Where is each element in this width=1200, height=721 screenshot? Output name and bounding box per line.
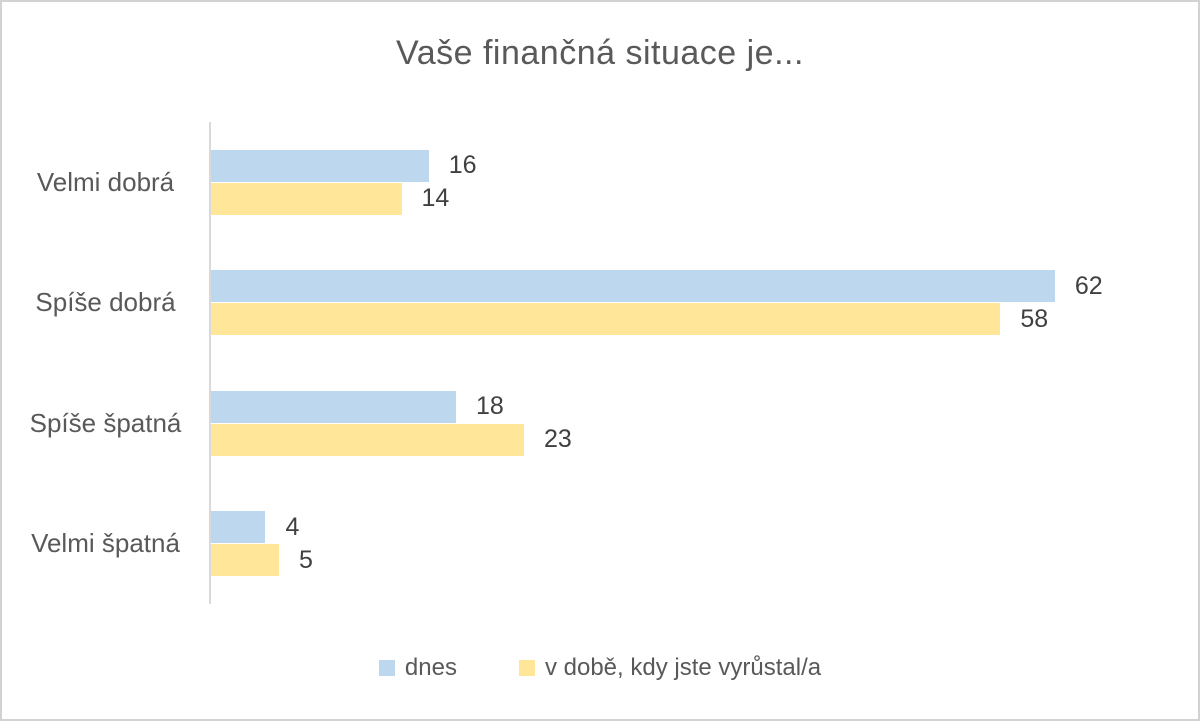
legend-label: dnes [404,654,457,681]
bar-dnes-velmi-patn [211,511,266,544]
bar-v-dob-kdy-jste-vyr-stal-a-sp-e-patn [211,423,525,456]
legend: dnes v době, kdy jste vyrůstal/a [2,654,1198,682]
legend-swatch-icon [378,660,395,676]
data-label-v-dob-kdy-jste-vyr-stal-a-sp-e-dobr: 58 [1020,304,1049,333]
category-row-velmi-dobr: 16 14 [211,122,1190,243]
data-label-dnes-sp-e-dobr: 62 [1074,271,1103,300]
category-row-sp-e-patn: 18 23 [211,363,1190,484]
bar-dnes-sp-e-dobr [211,270,1055,303]
bar-line: 18 [211,390,1190,423]
data-label-dnes-velmi-patn: 4 [285,512,300,541]
data-label-v-dob-kdy-jste-vyr-stal-a-velmi-patn: 5 [299,545,313,574]
data-label-dnes-sp-e-patn: 18 [475,392,504,421]
bar-v-dob-kdy-jste-vyr-stal-a-sp-e-dobr [211,303,1001,336]
legend-item-dnes: dnes [378,654,457,682]
plot-region: Velmi dobrá Spíše dobrá Spíše špatná Velmi … [2,122,1190,604]
category-row-sp-e-dobr: 62 58 [211,243,1190,364]
data-label-v-dob-kdy-jste-vyr-stal-a-sp-e-patn: 23 [544,425,572,454]
legend-item-v-dob-kdy-jste-vyr-stal-a: v době, kdy jste vyrůstal/a [518,654,822,682]
data-label-dnes-velmi-dobr: 16 [448,151,477,180]
data-label-v-dob-kdy-jste-vyr-stal-a-velmi-dobr: 14 [421,184,450,213]
bar-line: 16 [211,149,1190,182]
legend-label: v době, kdy jste vyrůstal/a [544,654,822,681]
bar-line: 5 [211,544,1190,577]
legend-swatch-icon [518,660,535,676]
category-label-velmi-patn: Velmi špatná [31,528,180,559]
category-axis: Velmi dobrá Spíše dobrá Spíše špatná Velmi … [2,122,209,604]
bar-dnes-velmi-dobr [211,149,429,182]
bar-line: 4 [211,511,1190,544]
bar-v-dob-kdy-jste-vyr-stal-a-velmi-dobr [211,182,402,215]
chart-title: Vaše finančná situace je... [396,34,804,72]
bar-line: 58 [211,303,1190,336]
bar-line: 23 [211,423,1190,456]
bar-dnes-sp-e-patn [211,390,456,423]
bar-line: 14 [211,182,1190,215]
bar-v-dob-kdy-jste-vyr-stal-a-velmi-patn [211,544,280,577]
category-label-sp-e-patn: Spíše špatná [29,407,182,438]
bar-line: 62 [211,270,1190,303]
category-label-sp-e-dobr: Spíše dobrá [35,287,176,318]
category-label-velmi-dobr: Velmi dobrá [36,166,175,197]
plot-area: 16 14 62 58 18 23 4 5 [209,122,1190,604]
